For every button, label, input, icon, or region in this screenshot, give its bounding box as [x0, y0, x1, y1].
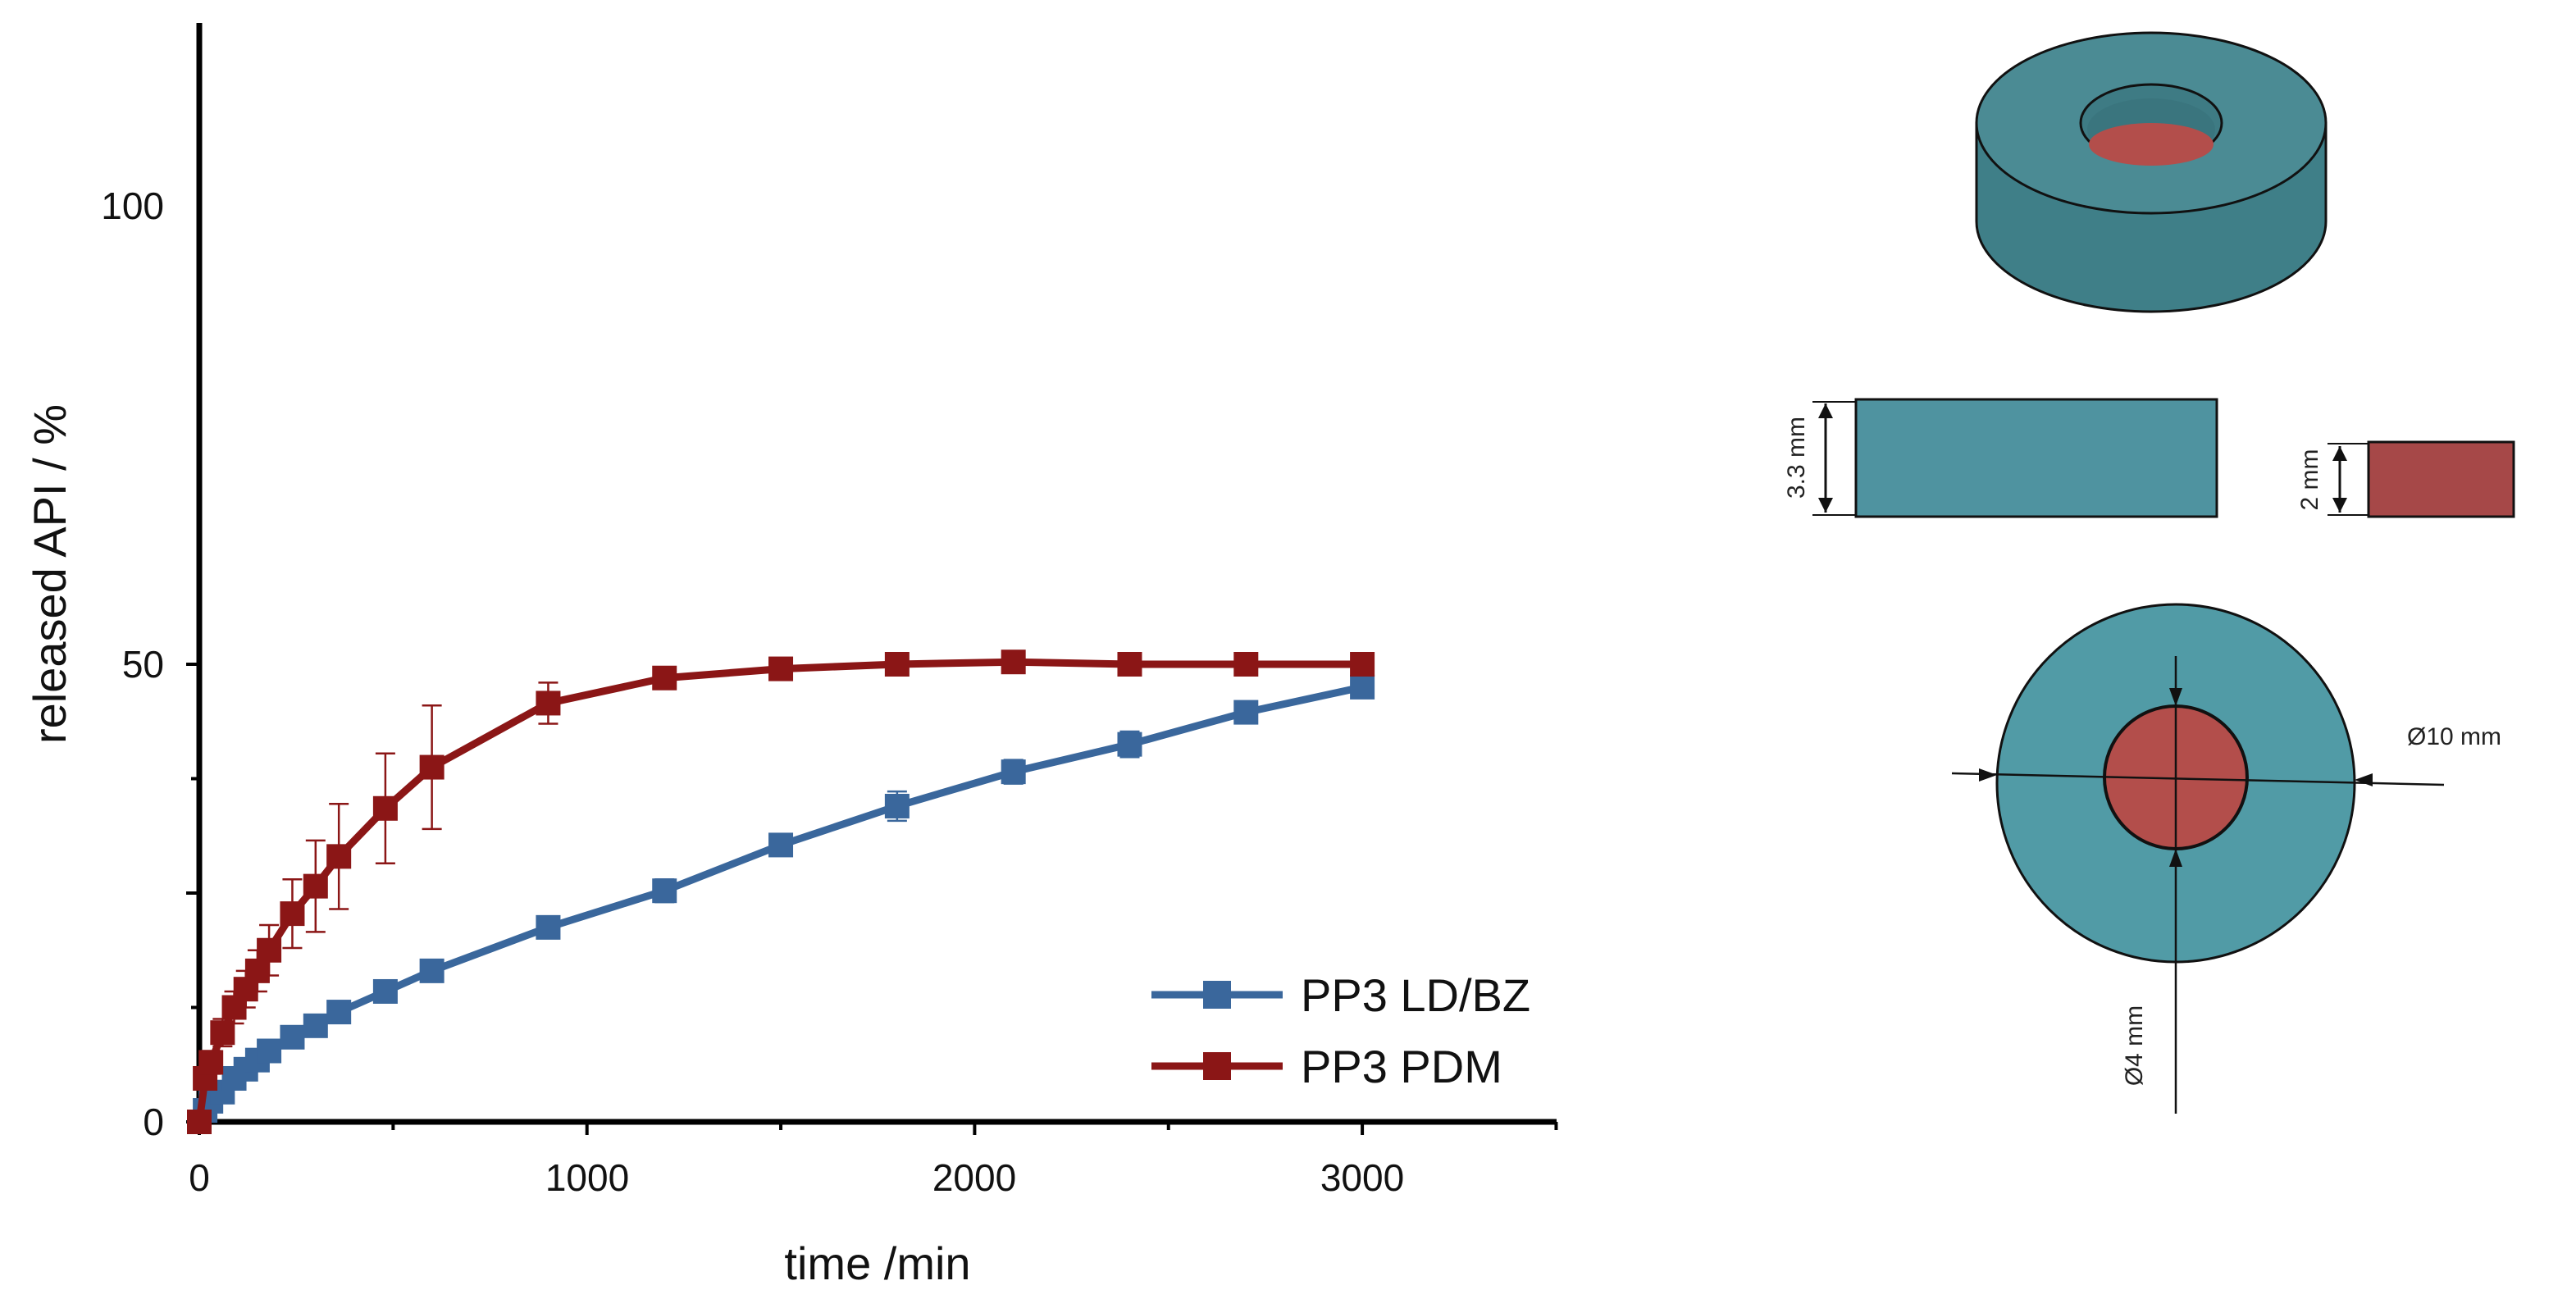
data-point-pdm-8	[280, 901, 305, 927]
x-axis-title: time /min	[784, 1237, 970, 1289]
core-top-face	[2089, 123, 2214, 166]
legend-label-pdm: PP3 PDM	[1301, 1041, 1502, 1092]
dim-arrow-top-inner	[2169, 688, 2182, 706]
series-line-ldbz	[195, 683, 1364, 1124]
dim-arrow-top-2	[2332, 446, 2347, 461]
data-point-pdm-12	[419, 754, 445, 780]
dim-arrow-bottom-3-3	[1818, 498, 1833, 513]
legend-label-ldbz: PP3 LD/BZ	[1301, 969, 1530, 1021]
data-point-ldbz-19	[1233, 700, 1259, 725]
x-tick-label-2000: 2000	[932, 1156, 1016, 1199]
data-point-pdm-15	[768, 656, 794, 681]
tablet-diagram: 3.3 mm 2 mm Ø10 mm Ø4 mm	[1783, 31, 2515, 1114]
data-point-pdm-11	[372, 795, 398, 821]
data-point-ldbz-8	[280, 1024, 305, 1050]
data-point-ldbz-12	[419, 958, 445, 983]
tablet-3d-view	[1975, 31, 2328, 313]
data-point-pdm-10	[326, 844, 352, 869]
data-point-pdm-16	[884, 652, 910, 677]
data-point-pdm-2	[198, 1050, 224, 1075]
y-axis-title: released API / %	[24, 404, 75, 744]
data-point-pdm-18	[1117, 652, 1142, 677]
dim-label-side-height: 3.3 mm	[1783, 417, 1810, 499]
data-point-ldbz-18	[1117, 732, 1142, 757]
legend-marker-ldbz	[1203, 981, 1231, 1009]
dim-arrow-top-3-3	[1818, 403, 1833, 418]
dim-arrow-left-outer	[1979, 768, 1997, 782]
ring-side-rect	[1854, 398, 2218, 518]
y-tick-labels: 0 50 100	[101, 185, 164, 1143]
dim-arrow-right-outer	[2355, 773, 2373, 786]
center-line-horizontal	[1951, 772, 2445, 786]
dim-label-core-height: 2 mm	[2296, 449, 2323, 511]
data-point-pdm-14	[652, 665, 677, 691]
release-chart: 0 50 100 0 1000 2000 3000 time /min rele…	[24, 23, 1558, 1289]
dim-label-inner-diameter: Ø4 mm	[2121, 1005, 2148, 1086]
data-point-ldbz-15	[768, 832, 794, 858]
y-tick-label-0: 0	[143, 1101, 164, 1143]
y-tick-label-50: 50	[122, 643, 164, 686]
data-point-pdm-7	[257, 937, 282, 963]
x-tick-label-0: 0	[189, 1156, 210, 1199]
data-point-pdm-9	[303, 873, 328, 899]
y-tick-label-100: 100	[101, 185, 164, 227]
dim-arrow-bottom-inner	[2169, 849, 2182, 867]
ring-side-view: 3.3 mm	[1783, 398, 2218, 518]
data-point-ldbz-13	[536, 914, 561, 940]
series-layer	[187, 650, 1375, 1134]
x-tick-label-3000: 3000	[1320, 1156, 1404, 1199]
data-point-ldbz-16	[884, 793, 910, 818]
tablet-top-view: Ø10 mm Ø4 mm	[1951, 603, 2501, 1114]
x-tick-label-1000: 1000	[545, 1156, 629, 1199]
core-side-view: 2 mm	[2296, 440, 2515, 518]
data-point-pdm-13	[536, 691, 561, 716]
data-point-pdm-17	[1001, 650, 1026, 675]
legend: PP3 LD/BZ PP3 PDM	[1151, 969, 1530, 1092]
core-side-rect	[2367, 440, 2515, 518]
data-point-pdm-6	[244, 958, 270, 983]
dim-arrow-bottom-2	[2332, 498, 2347, 513]
x-tick-labels: 0 1000 2000 3000	[189, 1156, 1404, 1199]
legend-marker-pdm	[1203, 1052, 1231, 1080]
data-point-pdm-20	[1350, 652, 1375, 677]
data-point-ldbz-20	[1350, 674, 1375, 700]
data-point-ldbz-14	[652, 878, 677, 904]
data-point-ldbz-10	[326, 1000, 352, 1025]
data-point-ldbz-7	[257, 1038, 282, 1064]
data-point-ldbz-11	[372, 978, 398, 1004]
data-point-ldbz-9	[303, 1013, 328, 1038]
series-pdm	[187, 650, 1375, 1134]
dim-label-outer-diameter: Ø10 mm	[2407, 723, 2501, 750]
series-ldbz	[187, 674, 1375, 1134]
data-point-ldbz-17	[1001, 759, 1026, 785]
data-point-pdm-3	[210, 1020, 235, 1046]
data-point-pdm-0	[187, 1110, 212, 1134]
data-point-pdm-19	[1233, 652, 1259, 677]
